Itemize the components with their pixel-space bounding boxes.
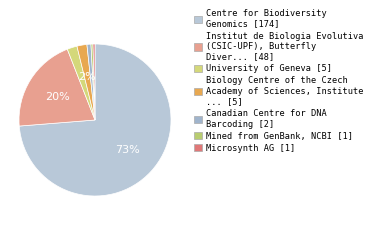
Text: 73%: 73%: [115, 145, 140, 155]
Legend: Centre for Biodiversity
Genomics [174], Institut de Biologia Evolutiva
(CSIC-UPF: Centre for Biodiversity Genomics [174], …: [194, 9, 363, 153]
Wedge shape: [19, 44, 171, 196]
Text: 20%: 20%: [45, 92, 70, 102]
Wedge shape: [93, 44, 95, 120]
Wedge shape: [67, 46, 95, 120]
Wedge shape: [87, 44, 95, 120]
Wedge shape: [19, 49, 95, 126]
Text: 2%: 2%: [79, 72, 96, 82]
Wedge shape: [77, 44, 95, 120]
Wedge shape: [91, 44, 95, 120]
